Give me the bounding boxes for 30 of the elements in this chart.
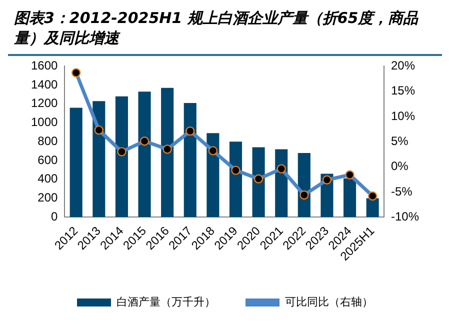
bar	[206, 133, 220, 218]
y2-tick-label: 20%	[390, 58, 416, 73]
bar	[92, 101, 106, 218]
y-tick-label: 1400	[30, 77, 58, 92]
bar	[184, 102, 196, 218]
y2-tick-label: 0%	[390, 159, 409, 174]
y-tick-label: 200	[38, 190, 58, 205]
y-tick-label: 0	[51, 209, 58, 224]
y-tick-label: 1000	[30, 115, 58, 130]
bar	[366, 198, 379, 218]
legend-label: 白酒产量（万千升）	[116, 295, 216, 308]
y-tick-label: 400	[38, 172, 58, 186]
bar	[138, 92, 151, 218]
y-tick-label: 1600	[30, 58, 58, 73]
y-tick-label: 800	[38, 134, 58, 148]
bar	[161, 88, 174, 218]
bar	[115, 96, 128, 218]
chart-title: 图表3：2012-2025H1 规上白酒企业产量（折65度，商品量）及同比增速	[8, 8, 442, 56]
y-tick-label: 600	[38, 152, 58, 167]
bar	[70, 108, 82, 218]
legend-label: 可比同比（右轴）	[285, 295, 373, 308]
y2-tick-label: -10%	[390, 209, 420, 224]
bar	[252, 147, 265, 218]
bar	[229, 142, 242, 218]
y2-tick-label: 10%	[390, 108, 416, 123]
bar	[344, 178, 356, 218]
y2-tick-label: 5%	[390, 134, 409, 148]
y-tick-label: 1200	[30, 96, 58, 110]
y2-tick-label: -5%	[390, 184, 413, 198]
y2-tick-label: 15%	[390, 84, 416, 98]
